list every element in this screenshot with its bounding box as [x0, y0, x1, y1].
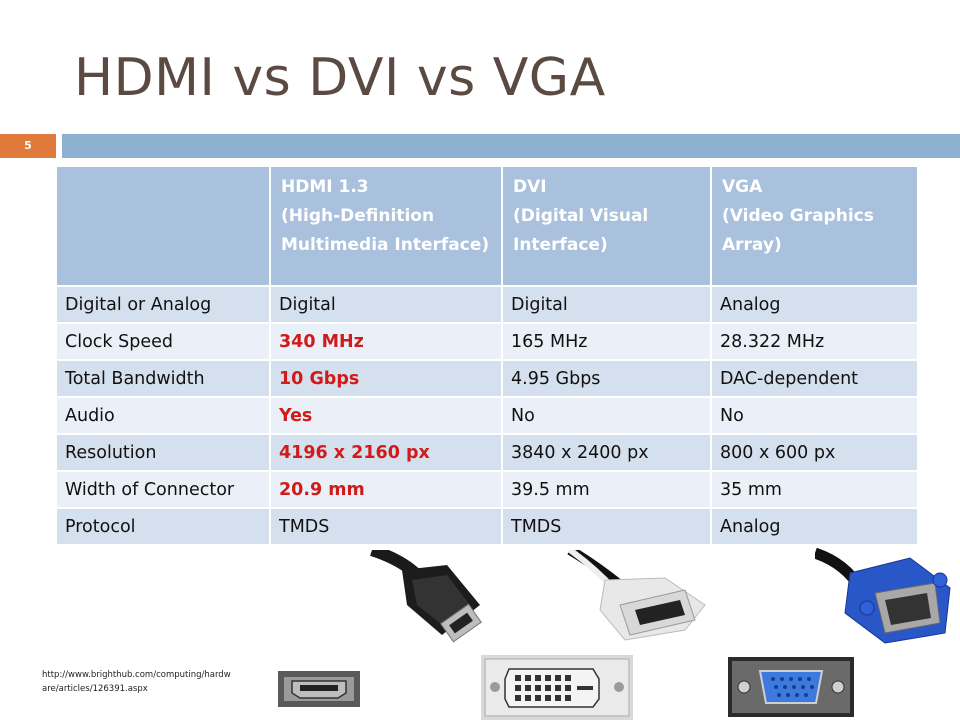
slide-title: HDMI vs DVI vs VGA [74, 48, 606, 108]
vga-cable-image [815, 548, 951, 644]
table-row: Total Bandwidth 10 Gbps 4.95 Gbps DAC-de… [57, 361, 919, 398]
header-line: Array) [722, 235, 782, 255]
header-line: (Video Graphics [722, 206, 874, 226]
header-empty-cell [57, 167, 271, 287]
header-line: HDMI 1.3 [281, 177, 369, 197]
table-row: Width of Connector 20.9 mm 39.5 mm 35 mm [57, 472, 919, 509]
row-label: Clock Speed [57, 324, 271, 361]
header-dvi: DVI (Digital Visual Interface) [503, 167, 712, 287]
vga-cell: 35 mm [712, 472, 919, 509]
dvi-cell: 165 MHz [503, 324, 712, 361]
comparison-table: HDMI 1.3 (High-Definition Multimedia Int… [57, 167, 919, 546]
row-label: Digital or Analog [57, 287, 271, 324]
row-label: Resolution [57, 435, 271, 472]
table-row: Clock Speed 340 MHz 165 MHz 28.322 MHz [57, 324, 919, 361]
title-divider-bar [62, 134, 960, 158]
source-url-line: http://www.brighthub.com/computing/hardw [42, 670, 231, 680]
header-line: DVI [513, 177, 547, 197]
dvi-cell: 4.95 Gbps [503, 361, 712, 398]
header-hdmi: HDMI 1.3 (High-Definition Multimedia Int… [271, 167, 503, 287]
hdmi-cell: 4196 x 2160 px [271, 435, 503, 472]
vga-cell: Analog [712, 509, 919, 546]
header-line: (Digital Visual [513, 206, 649, 226]
row-label: Total Bandwidth [57, 361, 271, 398]
row-label: Width of Connector [57, 472, 271, 509]
dvi-cell: 3840 x 2400 px [503, 435, 712, 472]
hdmi-cell: TMDS [271, 509, 503, 546]
header-line: (High-Definition [281, 206, 435, 226]
hdmi-cell: 10 Gbps [271, 361, 503, 398]
table-row: Digital or Analog Digital Digital Analog [57, 287, 919, 324]
dvi-cell: Digital [503, 287, 712, 324]
header-vga: VGA (Video Graphics Array) [712, 167, 919, 287]
hdmi-cell: Digital [271, 287, 503, 324]
header-line: VGA [722, 177, 763, 197]
table-row: Protocol TMDS TMDS Analog [57, 509, 919, 546]
dvi-cable-image [567, 550, 706, 641]
row-label: Audio [57, 398, 271, 435]
table-header-row: HDMI 1.3 (High-Definition Multimedia Int… [57, 167, 919, 287]
hdmi-cable-image [370, 550, 482, 643]
dvi-cell: 39.5 mm [503, 472, 712, 509]
vga-port-image [728, 657, 854, 717]
header-line: Interface) [513, 235, 608, 255]
dvi-cell: TMDS [503, 509, 712, 546]
vga-cell: DAC-dependent [712, 361, 919, 398]
hdmi-cell: 20.9 mm [271, 472, 503, 509]
vga-cell: Analog [712, 287, 919, 324]
slide-number: 5 [0, 134, 56, 158]
hdmi-port-image [278, 671, 360, 707]
vga-cell: 28.322 MHz [712, 324, 919, 361]
table-row: Resolution 4196 x 2160 px 3840 x 2400 px… [57, 435, 919, 472]
source-citation: http://www.brighthub.com/computing/hardw… [42, 668, 252, 696]
table-row: Audio Yes No No [57, 398, 919, 435]
dvi-port-image [481, 655, 633, 720]
hdmi-cell: 340 MHz [271, 324, 503, 361]
hdmi-cell: Yes [271, 398, 503, 435]
vga-cell: No [712, 398, 919, 435]
header-line: Multimedia Interface) [281, 235, 490, 255]
vga-cell: 800 x 600 px [712, 435, 919, 472]
source-url-line: are/articles/126391.aspx [42, 684, 148, 694]
row-label: Protocol [57, 509, 271, 546]
dvi-cell: No [503, 398, 712, 435]
